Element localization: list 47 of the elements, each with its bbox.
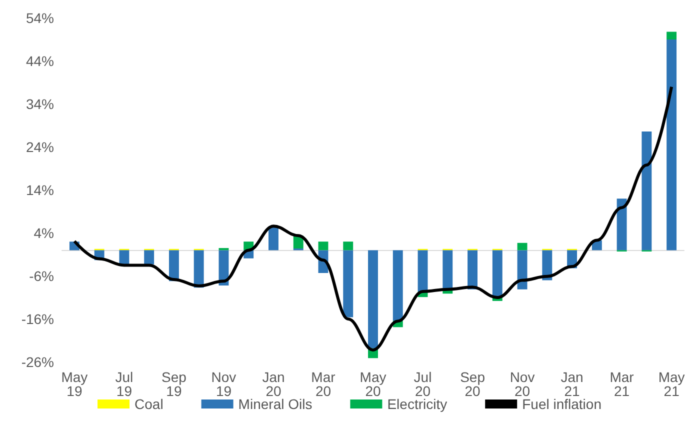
bar [517,250,528,290]
bar [442,250,453,290]
x-tick-label: Jul 20 [414,369,432,399]
y-tick-label: 4% [34,225,54,241]
bar [144,250,154,264]
x-tick-label: Jan 21 [560,369,584,399]
x-tick-label: Sep 20 [460,369,486,399]
legend-label: Fuel inflation [522,396,602,412]
x-tick-label: Nov 20 [510,369,535,399]
legend-label: Coal [134,396,164,412]
bar [168,250,179,282]
y-tick-label: 44% [26,53,54,69]
legend-label: Electricity [387,396,448,412]
x-tick-label: Mar 21 [610,369,634,399]
x-tick-label: Sep 19 [162,369,187,399]
bar [368,250,378,348]
bar [616,198,627,250]
line-series [72,85,674,352]
bar [666,40,677,250]
y-tick-label: -6% [29,268,54,284]
bar [268,226,278,250]
x-tick-label: May 21 [658,369,685,399]
bar [418,250,428,292]
bar [194,250,204,288]
bar [343,250,354,318]
x-tick-label: Jan 20 [262,369,285,399]
y-tick-label: 24% [26,139,54,155]
bar [392,250,403,321]
bar [642,132,652,250]
bar [468,250,478,290]
y-tick-label: 54% [26,10,54,26]
y-tick-label: 34% [26,96,54,112]
bar [218,250,229,286]
bar [666,32,677,40]
bar [343,242,354,250]
y-tick-label: 14% [26,182,54,198]
bar [492,250,502,298]
x-tick-label: May 19 [61,369,88,399]
legend-label: Mineral Oils [238,396,312,412]
x-tick-label: Jul 19 [115,369,134,399]
x-tick-label: Nov 19 [211,369,236,399]
y-tick-label: -16% [21,311,54,327]
x-tick-label: May 20 [360,369,386,399]
y-tick-label: -26% [21,354,54,370]
x-tick-label: Mar 20 [311,369,336,399]
bar [318,242,328,250]
bar [517,242,528,250]
